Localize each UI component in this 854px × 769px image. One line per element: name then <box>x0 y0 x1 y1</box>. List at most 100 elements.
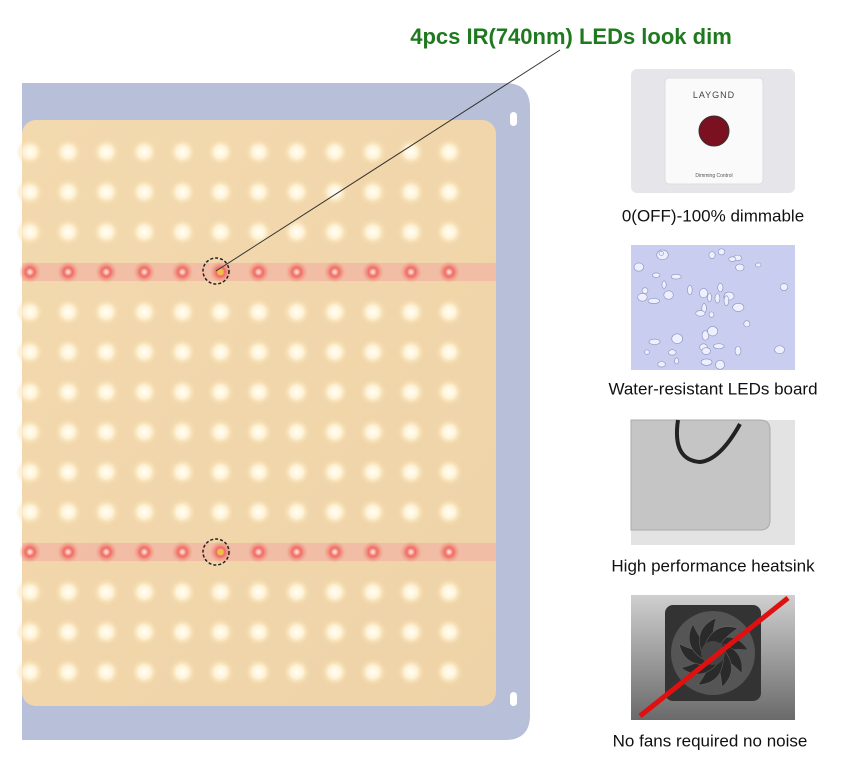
led <box>320 378 349 406</box>
ir-marker <box>202 538 230 566</box>
led <box>206 578 235 606</box>
led <box>95 541 118 563</box>
led <box>435 338 464 366</box>
caption: No fans required no noise <box>613 731 808 750</box>
led <box>361 541 384 563</box>
led <box>206 618 235 646</box>
droplet <box>647 298 660 304</box>
led <box>206 458 235 486</box>
droplet <box>708 251 716 259</box>
led <box>168 578 197 606</box>
ir-led <box>217 549 224 555</box>
droplet <box>774 345 785 354</box>
led <box>320 498 349 526</box>
led <box>168 458 197 486</box>
led <box>92 618 121 646</box>
led <box>244 658 273 686</box>
led <box>244 458 273 486</box>
droplets <box>633 248 789 370</box>
led <box>320 578 349 606</box>
led <box>16 618 44 646</box>
led <box>320 418 349 446</box>
led <box>130 338 159 366</box>
led <box>244 578 273 606</box>
led <box>358 418 387 446</box>
led <box>358 338 387 366</box>
droplet <box>671 333 683 344</box>
led <box>397 298 425 326</box>
led <box>168 498 197 526</box>
led <box>358 458 387 486</box>
led <box>435 658 464 686</box>
caption: 0(OFF)-100% dimmable <box>622 206 804 225</box>
led <box>168 618 197 646</box>
led <box>92 458 121 486</box>
led <box>57 261 80 283</box>
led <box>92 578 121 606</box>
callout-line <box>215 49 561 272</box>
led <box>92 298 121 326</box>
led <box>244 378 273 406</box>
droplet <box>714 293 721 304</box>
led <box>206 298 235 326</box>
led <box>54 458 83 486</box>
led <box>206 218 235 246</box>
led <box>320 458 349 486</box>
led <box>206 498 235 526</box>
led <box>168 298 197 326</box>
droplet <box>652 272 661 278</box>
led <box>206 378 235 406</box>
droplet <box>648 338 661 345</box>
led <box>16 178 44 206</box>
led <box>168 178 197 206</box>
led <box>282 418 311 446</box>
led <box>171 261 194 283</box>
droplet <box>644 349 650 355</box>
led <box>92 378 121 406</box>
led <box>397 458 425 486</box>
no-sign <box>638 596 790 718</box>
led <box>168 378 197 406</box>
led <box>282 378 311 406</box>
led <box>54 138 83 166</box>
led <box>168 658 197 686</box>
droplet <box>735 263 745 272</box>
led <box>92 418 121 446</box>
led <box>397 578 425 606</box>
headline: 4pcs IR(740nm) LEDs look dim <box>410 24 732 49</box>
led <box>323 261 346 283</box>
led <box>282 178 311 206</box>
droplet <box>695 310 706 317</box>
led <box>19 261 41 283</box>
led <box>438 541 461 563</box>
led <box>358 618 387 646</box>
led <box>358 658 387 686</box>
led <box>206 658 235 686</box>
led <box>397 178 425 206</box>
led <box>400 261 422 283</box>
led <box>282 298 311 326</box>
led <box>244 618 273 646</box>
droplet <box>674 357 679 365</box>
led <box>435 218 464 246</box>
led <box>397 378 425 406</box>
mount-hole <box>510 692 517 706</box>
droplet <box>708 311 715 318</box>
led <box>397 618 425 646</box>
led <box>438 261 461 283</box>
led <box>168 218 197 246</box>
dimmer-label: Dimming Control <box>695 173 732 179</box>
fan-hub <box>701 641 725 665</box>
led <box>435 418 464 446</box>
led <box>285 541 308 563</box>
led <box>282 138 311 166</box>
led <box>130 138 159 166</box>
led <box>282 578 311 606</box>
led <box>92 218 121 246</box>
droplet <box>670 273 682 280</box>
led <box>54 378 83 406</box>
cable <box>675 419 742 465</box>
led <box>358 138 387 166</box>
led <box>92 658 121 686</box>
led <box>16 578 44 606</box>
